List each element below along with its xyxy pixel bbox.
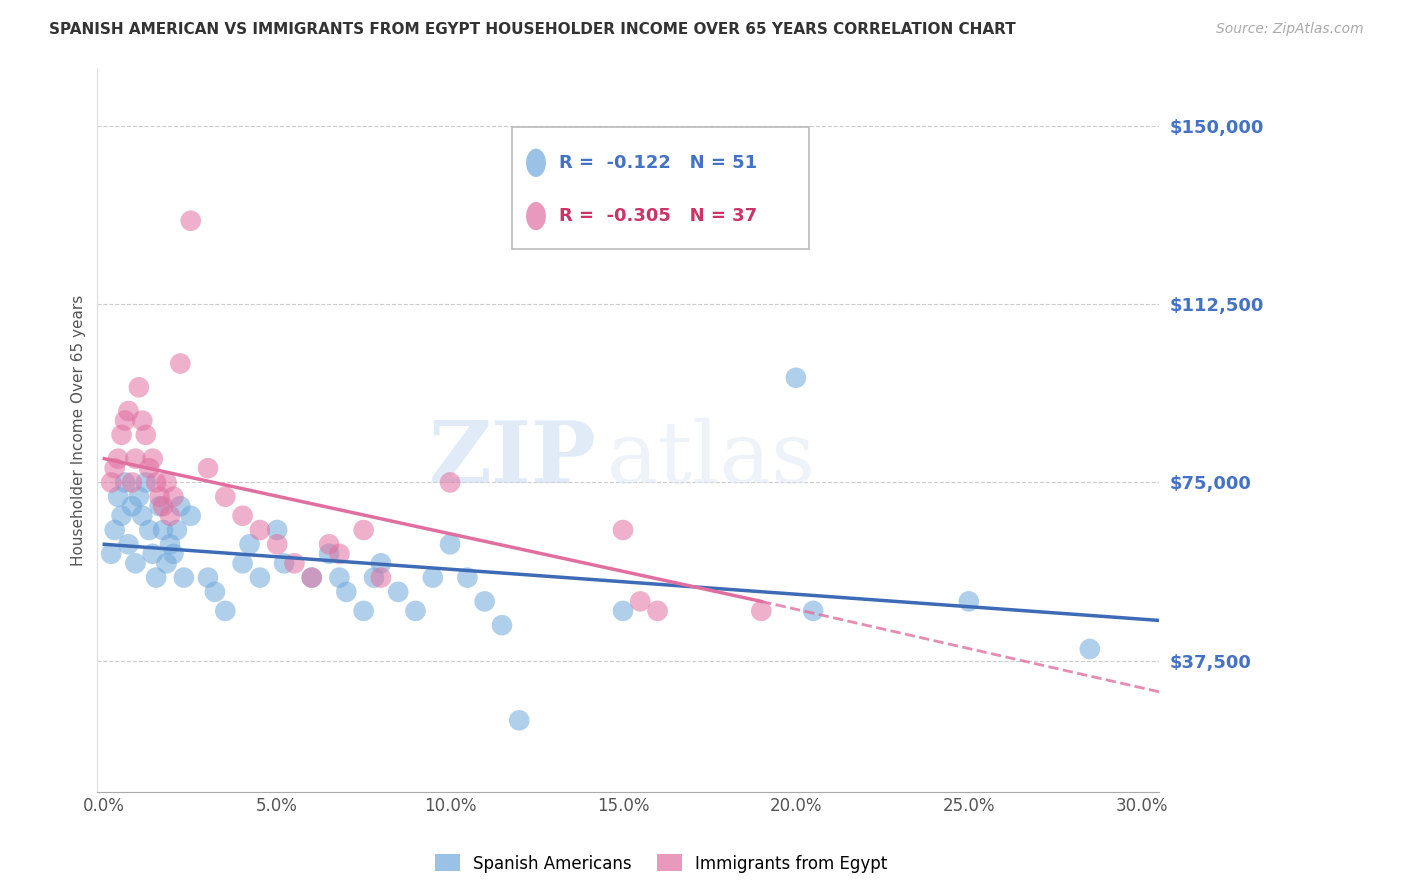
Point [159,537,181,551]
Point [439,475,461,490]
Point [107,490,129,504]
Point [612,523,634,537]
Point [159,508,181,523]
Point [328,547,350,561]
Point [149,490,172,504]
Point [131,414,153,428]
Point [131,508,153,523]
Point [149,500,172,514]
Point [124,557,146,571]
Point [142,547,165,561]
Point [204,585,226,599]
Point [180,213,202,227]
Point [801,604,824,618]
Point [628,594,651,608]
Point [135,475,157,490]
Point [456,571,478,585]
Point [180,508,202,523]
Point [474,594,496,608]
Point [128,490,150,504]
Point [166,523,188,537]
Point [110,428,132,442]
Text: SPANISH AMERICAN VS IMMIGRANTS FROM EGYPT HOUSEHOLDER INCOME OVER 65 YEARS CORRE: SPANISH AMERICAN VS IMMIGRANTS FROM EGYP… [49,22,1017,37]
Point [283,557,305,571]
Point [301,571,323,585]
Point [169,500,191,514]
Point [104,461,127,475]
Point [152,500,174,514]
Point [169,357,191,371]
Point [370,557,392,571]
Point [749,604,772,618]
Legend: Spanish Americans, Immigrants from Egypt: Spanish Americans, Immigrants from Egypt [427,847,894,880]
Point [957,594,980,608]
Point [232,557,254,571]
Text: ZIP: ZIP [429,417,596,501]
Point [197,461,219,475]
Point [273,557,295,571]
Point [785,371,807,385]
Point [647,604,669,618]
Point [162,490,184,504]
Point [138,461,160,475]
Point [328,571,350,585]
Point [173,571,195,585]
Point [387,585,409,599]
Point [117,404,139,418]
Point [121,500,143,514]
Point [100,475,122,490]
Text: atlas: atlas [607,417,815,500]
Point [152,523,174,537]
Text: R =  -0.122   N = 51: R = -0.122 N = 51 [558,153,756,172]
Point [249,571,271,585]
Point [117,537,139,551]
Point [266,523,288,537]
Point [318,537,340,551]
Point [214,490,236,504]
Point [508,714,530,728]
Point [128,380,150,394]
Y-axis label: Householder Income Over 65 years: Householder Income Over 65 years [72,294,86,566]
Point [491,618,513,632]
Point [197,571,219,585]
Text: Source: ZipAtlas.com: Source: ZipAtlas.com [1216,22,1364,37]
Point [266,537,288,551]
Point [142,451,165,466]
Point [363,571,385,585]
Point [155,557,177,571]
Point [114,475,136,490]
Point [301,571,323,585]
Point [439,537,461,551]
Point [100,547,122,561]
Point [1078,642,1101,657]
Point [138,523,160,537]
Point [238,537,260,551]
Point [318,547,340,561]
Point [135,428,157,442]
Point [107,451,129,466]
Point [104,523,127,537]
Point [249,523,271,537]
Point [612,604,634,618]
Point [110,508,132,523]
Point [121,475,143,490]
Point [422,571,444,585]
Point [155,475,177,490]
Point [353,604,375,618]
Point [405,604,427,618]
Point [145,571,167,585]
Point [370,571,392,585]
Point [353,523,375,537]
Point [124,451,146,466]
Point [232,508,254,523]
Point [214,604,236,618]
Point [145,475,167,490]
Point [114,414,136,428]
Text: R =  -0.305   N = 37: R = -0.305 N = 37 [558,207,756,225]
Point [162,547,184,561]
Point [335,585,357,599]
